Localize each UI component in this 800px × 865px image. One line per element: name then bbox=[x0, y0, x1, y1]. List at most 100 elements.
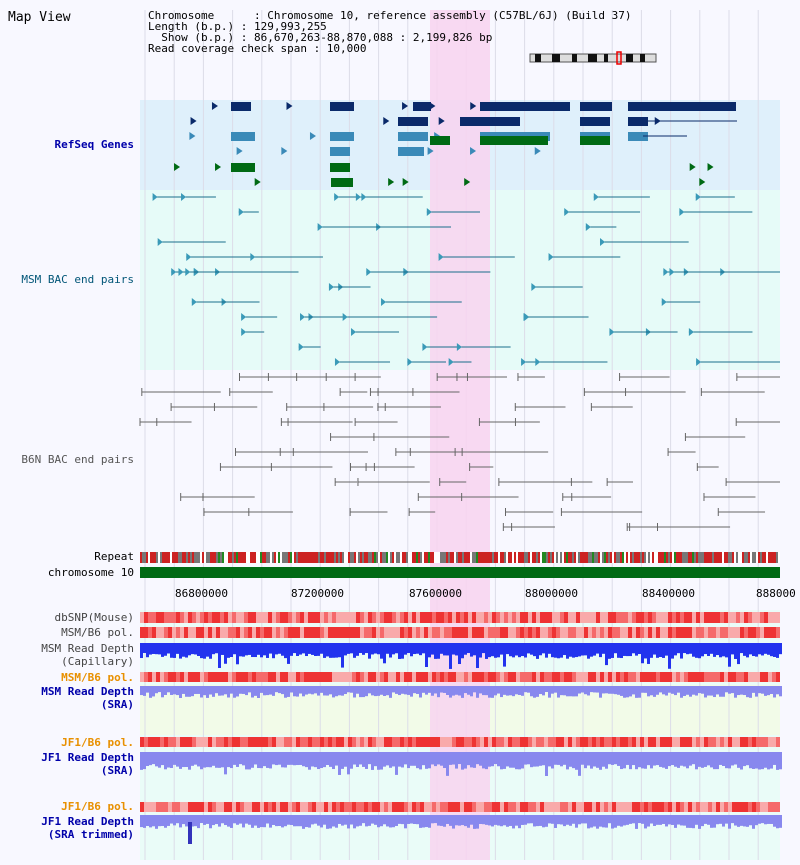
track-label-msm-bac[interactable]: MSM BAC end pairs bbox=[21, 273, 134, 286]
read-depth-bar bbox=[320, 643, 323, 654]
read-depth-bar bbox=[626, 752, 629, 765]
bac-end-marker bbox=[241, 313, 247, 321]
read-depth-bar bbox=[584, 815, 587, 824]
read-depth-bar bbox=[320, 815, 323, 828]
polymorphism-cell bbox=[680, 672, 684, 682]
repeat-segment bbox=[392, 552, 394, 563]
read-depth-bar bbox=[680, 815, 683, 826]
read-depth-bar bbox=[233, 686, 236, 698]
polymorphism-cell bbox=[504, 612, 508, 623]
polymorphism-cell bbox=[712, 802, 716, 812]
repeat-segment bbox=[650, 552, 652, 563]
polymorphism-cell bbox=[156, 802, 160, 812]
read-depth-bar bbox=[395, 686, 398, 694]
gene-strand-arrow bbox=[174, 163, 181, 171]
read-depth-bar bbox=[521, 686, 524, 696]
read-depth-bar bbox=[671, 686, 674, 694]
ideogram-band bbox=[588, 54, 597, 62]
polymorphism-cell bbox=[180, 672, 184, 682]
polymorphism-cell bbox=[584, 612, 588, 623]
repeat-segment bbox=[292, 552, 294, 563]
repeat-segment bbox=[618, 552, 620, 563]
polymorphism-cell bbox=[592, 737, 596, 747]
bac-end-marker bbox=[351, 328, 357, 336]
polymorphism-cell bbox=[436, 672, 440, 682]
read-depth-bar bbox=[677, 686, 680, 693]
read-depth-bar bbox=[272, 815, 275, 825]
track-label-refseq[interactable]: RefSeq Genes bbox=[54, 138, 134, 151]
read-depth-bar bbox=[647, 686, 650, 697]
repeat-segment bbox=[354, 552, 356, 563]
read-depth-bar bbox=[341, 752, 344, 769]
read-depth-bar bbox=[743, 643, 746, 656]
read-depth-bar bbox=[626, 815, 629, 825]
read-depth-bar bbox=[650, 686, 653, 696]
read-depth-bar bbox=[593, 815, 596, 827]
polymorphism-cell bbox=[508, 802, 512, 812]
polymorphism-cell bbox=[688, 802, 692, 812]
polymorphism-cell bbox=[288, 612, 292, 623]
read-depth-bar bbox=[449, 643, 452, 669]
polymorphism-cell bbox=[300, 672, 304, 682]
bac-end-marker bbox=[366, 268, 372, 276]
read-depth-bar bbox=[242, 686, 245, 694]
repeat-segment bbox=[206, 552, 208, 563]
read-depth-bar bbox=[686, 815, 689, 828]
repeat-segment bbox=[236, 552, 238, 563]
repeat-segment bbox=[156, 552, 158, 563]
repeat-segment bbox=[192, 552, 194, 563]
polymorphism-cell bbox=[476, 802, 480, 812]
read-depth-bar bbox=[452, 752, 455, 765]
repeat-segment bbox=[318, 552, 320, 563]
read-depth-bar bbox=[464, 686, 467, 694]
repeat-segment bbox=[310, 552, 312, 563]
read-depth-bar bbox=[161, 752, 164, 766]
polymorphism-cell bbox=[280, 672, 284, 682]
read-depth-bar bbox=[488, 686, 491, 698]
repeat-segment bbox=[502, 552, 504, 563]
read-depth-bar bbox=[542, 643, 545, 654]
read-depth-bar bbox=[365, 686, 368, 697]
gene-exon bbox=[580, 117, 610, 126]
read-depth-bar bbox=[722, 643, 725, 657]
read-depth-bar bbox=[461, 752, 464, 770]
read-depth-bar bbox=[209, 752, 212, 768]
polymorphism-cell bbox=[540, 672, 544, 682]
polymorphism-cell bbox=[460, 672, 464, 682]
read-depth-bar bbox=[326, 752, 329, 765]
read-depth-bar bbox=[644, 686, 647, 693]
polymorphism-cell bbox=[752, 627, 756, 638]
track-label-msm-pol-2: MSM/B6 pol. bbox=[61, 671, 134, 684]
polymorphism-cell bbox=[248, 737, 252, 747]
polymorphism-cell bbox=[168, 672, 172, 682]
read-depth-bar bbox=[191, 752, 194, 766]
read-depth-bar bbox=[302, 643, 305, 654]
track-label-jf1-trim: JF1 Read Depth bbox=[41, 815, 134, 828]
polymorphism-cell bbox=[172, 802, 176, 812]
polymorphism-cell bbox=[364, 802, 368, 812]
read-depth-bar bbox=[170, 752, 173, 769]
read-depth-bar bbox=[497, 686, 500, 694]
read-depth-bar bbox=[575, 752, 578, 770]
polymorphism-cell bbox=[152, 672, 156, 682]
read-depth-bar bbox=[389, 752, 392, 768]
polymorphism-cell bbox=[164, 737, 168, 747]
read-depth-bar bbox=[665, 752, 668, 769]
track-label-b6n-bac[interactable]: B6N BAC end pairs bbox=[21, 453, 134, 466]
polymorphism-cell bbox=[748, 612, 752, 623]
repeat-segment bbox=[654, 552, 656, 563]
polymorphism-cell bbox=[148, 672, 152, 682]
repeat-segment bbox=[538, 552, 540, 563]
polymorphism-cell bbox=[544, 737, 548, 747]
read-depth-bar bbox=[557, 643, 560, 659]
polymorphism-cell bbox=[140, 672, 144, 682]
read-depth-bar bbox=[620, 643, 623, 659]
polymorphism-cell bbox=[444, 627, 448, 638]
polymorphism-cell bbox=[764, 627, 768, 638]
polymorphism-cell bbox=[636, 672, 640, 682]
polymorphism-cell bbox=[640, 802, 644, 812]
read-depth-bar bbox=[194, 752, 197, 765]
read-depth-bar bbox=[611, 686, 614, 694]
polymorphism-cell bbox=[644, 672, 648, 682]
